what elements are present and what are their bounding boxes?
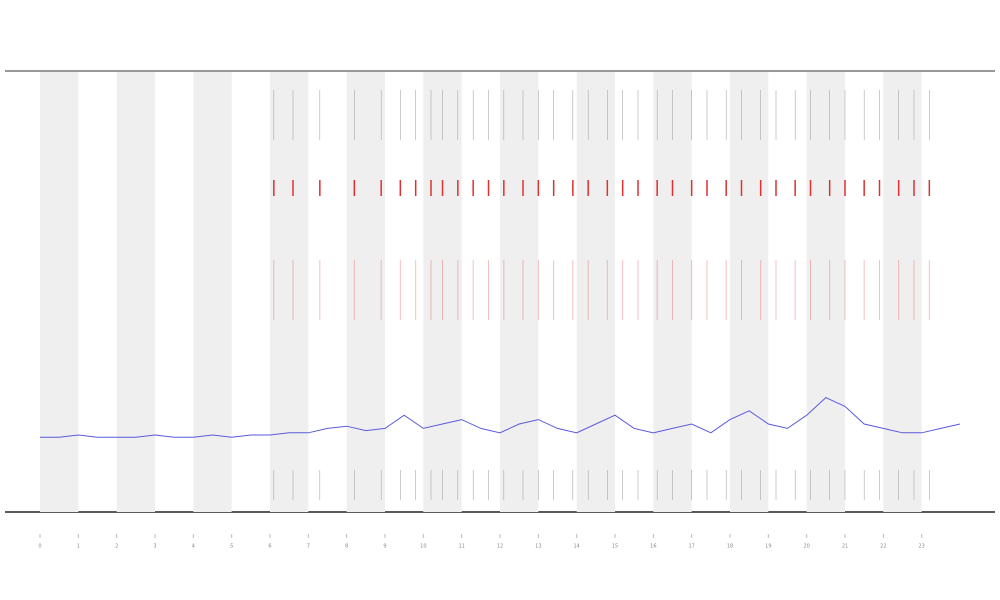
x-tick-label: 2 (115, 544, 118, 550)
band (730, 72, 769, 512)
band (193, 72, 232, 512)
x-tick-label: 10 (420, 544, 426, 550)
x-tick-label: 15 (612, 544, 618, 550)
x-tick-label: 5 (230, 544, 233, 550)
band (883, 72, 922, 512)
x-tick-label: 16 (650, 544, 656, 550)
band (423, 72, 462, 512)
x-tick-label: 4 (192, 544, 195, 550)
x-tick-label: 20 (803, 544, 809, 550)
x-tick-label: 6 (268, 544, 271, 550)
band (270, 72, 309, 512)
line-series (40, 397, 961, 438)
x-tick-label: 7 (307, 544, 310, 550)
x-tick-label: 0 (38, 544, 41, 550)
x-tick-label: 21 (842, 544, 848, 550)
band (653, 72, 692, 512)
band (576, 72, 615, 512)
band (346, 72, 385, 512)
x-tick-label: 22 (880, 544, 886, 550)
band (806, 72, 845, 512)
x-tick-label: 8 (345, 544, 348, 550)
x-tick-label: 9 (383, 544, 386, 550)
x-tick-label: 11 (458, 544, 464, 550)
band (116, 72, 155, 512)
x-tick-label: 14 (573, 544, 579, 550)
band (40, 72, 79, 512)
x-tick-label: 13 (535, 544, 541, 550)
shading (40, 72, 922, 512)
x-tick-label: 12 (497, 544, 503, 550)
x-tick-label: 23 (918, 544, 924, 550)
x-tick-label: 1 (77, 544, 80, 550)
plot-area: 0 1 2 3 4 5 6 7 8 9 10 11 12 13 14 15 16 17 18 19 20 21 22 23 (38, 90, 961, 550)
x-tick-label: 18 (727, 544, 733, 550)
band (500, 72, 539, 512)
x-tick-label: 3 (153, 544, 156, 550)
x-tick-label: 17 (688, 544, 694, 550)
x-tick-label: 19 (765, 544, 771, 550)
